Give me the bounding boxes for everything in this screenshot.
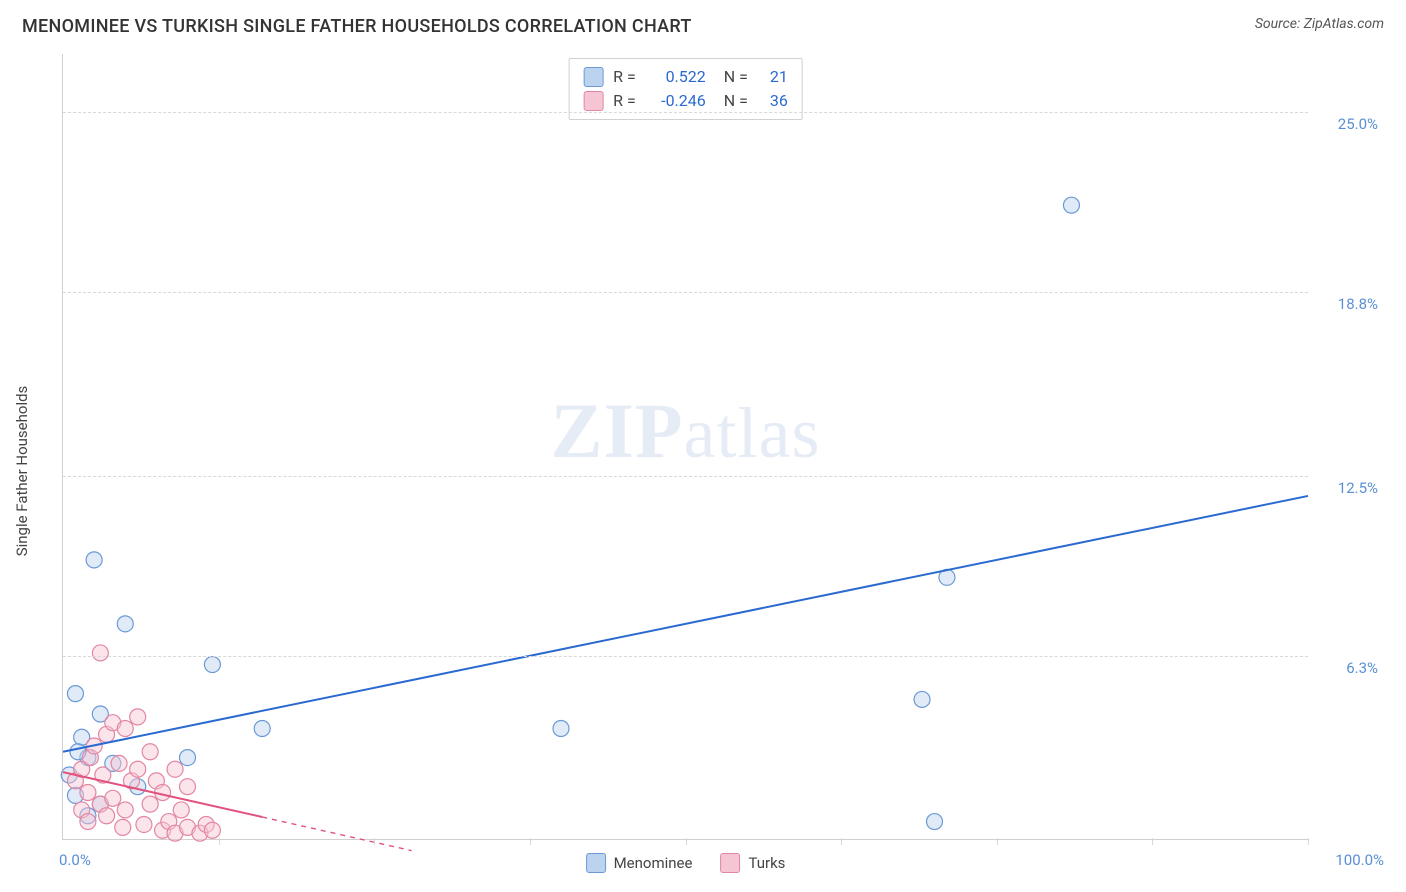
gridline-h	[63, 656, 1308, 657]
x-tick	[1308, 838, 1309, 845]
x-axis-end-label: 100.0%	[1335, 851, 1384, 869]
series-swatch	[583, 67, 603, 87]
data-point	[130, 761, 146, 777]
data-point	[1063, 197, 1079, 213]
data-point	[115, 819, 131, 835]
data-point	[117, 802, 133, 818]
data-point	[142, 796, 158, 812]
y-tick-label: 12.5%	[1316, 479, 1378, 497]
trend-line	[63, 496, 1308, 752]
plot-region: ZIPatlas R =0.522 N =21R =-0.246 N =36 0…	[62, 54, 1308, 840]
x-axis-start-label: 0.0%	[59, 851, 91, 869]
data-point	[136, 816, 152, 832]
x-tick	[997, 838, 998, 845]
legend-item: Turks	[720, 853, 785, 873]
data-point	[105, 790, 121, 806]
data-point	[914, 691, 930, 707]
plot-svg	[63, 54, 1308, 839]
trend-line-extrapolated	[262, 817, 411, 851]
correlation-box: R = 0.522 N = 21 R = -0.246 N = 36	[568, 58, 803, 120]
r-value: 0.522	[646, 65, 706, 89]
chart-area: Single Father Households ZIPatlas R =0.5…	[22, 54, 1384, 888]
x-tick	[841, 838, 842, 845]
legend-label: Menominee	[614, 854, 693, 872]
y-tick-label: 25.0%	[1316, 115, 1378, 133]
data-point	[173, 802, 189, 818]
data-point	[167, 761, 183, 777]
data-point	[130, 709, 146, 725]
chart-header: MENOMINEE VS TURKISH SINGLE FATHER HOUSE…	[0, 0, 1406, 41]
x-tick	[530, 838, 531, 845]
x-tick	[374, 838, 375, 845]
legend-swatch	[586, 853, 606, 873]
n-value: 21	[758, 65, 788, 89]
x-tick	[1152, 838, 1153, 845]
y-axis-label: Single Father Households	[13, 386, 31, 557]
data-point	[204, 657, 220, 673]
data-point	[99, 808, 115, 824]
source-prefix: Source:	[1255, 16, 1304, 32]
source-attribution: Source: ZipAtlas.com	[1255, 16, 1384, 32]
data-point	[80, 814, 96, 830]
legend-swatch	[720, 853, 740, 873]
r-label: R =	[613, 65, 636, 89]
r-value: -0.246	[646, 89, 706, 113]
data-point	[117, 721, 133, 737]
data-point	[80, 784, 96, 800]
source-name: ZipAtlas.com	[1304, 16, 1384, 32]
correlation-row: R = 0.522 N = 21	[583, 65, 788, 89]
legend-label: Turks	[748, 854, 785, 872]
n-label: N =	[716, 89, 748, 113]
gridline-h	[63, 112, 1308, 113]
n-label: N =	[716, 65, 748, 89]
chart-title: MENOMINEE VS TURKISH SINGLE FATHER HOUSE…	[22, 16, 692, 37]
data-point	[254, 721, 270, 737]
data-point	[92, 645, 108, 661]
data-point	[142, 744, 158, 760]
r-label: R =	[613, 89, 636, 113]
series-swatch	[583, 91, 603, 111]
data-point	[86, 552, 102, 568]
data-point	[67, 686, 83, 702]
y-tick-label: 6.3%	[1316, 659, 1378, 677]
data-point	[204, 822, 220, 838]
n-value: 36	[758, 89, 788, 113]
gridline-h	[63, 292, 1308, 293]
legend-item: Menominee	[586, 853, 693, 873]
x-tick	[686, 838, 687, 845]
y-tick-label: 18.8%	[1316, 295, 1378, 313]
data-point	[180, 779, 196, 795]
legend: Menominee Turks	[586, 853, 786, 873]
data-point	[117, 616, 133, 632]
gridline-h	[63, 476, 1308, 477]
data-point	[927, 814, 943, 830]
correlation-row: R = -0.246 N = 36	[583, 89, 788, 113]
x-tick	[219, 838, 220, 845]
data-point	[553, 721, 569, 737]
data-point	[111, 755, 127, 771]
data-point	[180, 750, 196, 766]
